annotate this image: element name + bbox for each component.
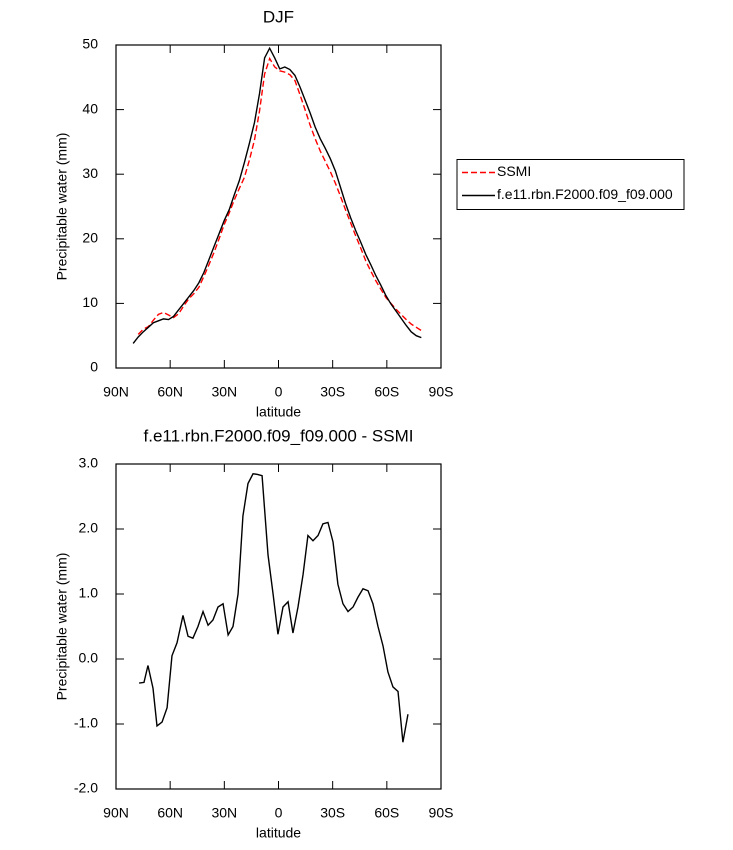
- legend-label: SSMI: [497, 163, 531, 179]
- y-tick-label: 20: [82, 230, 98, 246]
- chart-title: DJF: [263, 7, 294, 26]
- data-line: [132, 46, 422, 344]
- legend-box: [456, 159, 685, 210]
- y-tick-label: -1.0: [74, 715, 98, 731]
- x-tick-label: 90S: [429, 384, 454, 400]
- y-tick-label: 3.0: [79, 455, 99, 471]
- x-tick-label: 60S: [374, 384, 399, 400]
- legend-label: f.e11.rbn.F2000.f09_f09.000: [497, 186, 673, 202]
- y-tick-label: 0.0: [79, 650, 99, 666]
- y-tick-label: 2.0: [79, 520, 99, 536]
- y-axis-label: Precipitable water (mm): [54, 553, 70, 701]
- x-tick-label: 30S: [320, 384, 345, 400]
- x-axis-label: latitude: [256, 825, 301, 841]
- x-axis-label: latitude: [256, 404, 301, 420]
- x-tick-label: 30N: [211, 384, 237, 400]
- x-tick-label: 90S: [429, 805, 454, 821]
- x-tick-label: 30N: [211, 805, 237, 821]
- x-tick-label: 60S: [374, 805, 399, 821]
- y-tick-label: 30: [82, 165, 98, 181]
- x-tick-label: 0: [275, 805, 283, 821]
- x-tick-label: 30S: [320, 805, 345, 821]
- x-tick-label: 90N: [103, 805, 129, 821]
- y-tick-label: 50: [82, 36, 98, 52]
- x-tick-label: 90N: [103, 384, 129, 400]
- data-line: [139, 472, 409, 743]
- y-tick-label: 0: [90, 359, 98, 375]
- x-tick-label: 60N: [157, 384, 183, 400]
- data-line: [137, 56, 422, 335]
- y-tick-label: 1.0: [79, 585, 99, 601]
- x-tick-label: 60N: [157, 805, 183, 821]
- y-tick-label: 10: [82, 294, 98, 310]
- y-tick-label: 40: [82, 100, 98, 116]
- plot-frame: [115, 44, 442, 369]
- x-tick-label: 0: [275, 384, 283, 400]
- plot-frame: [115, 463, 442, 790]
- y-axis-label: Precipitable water (mm): [54, 133, 70, 281]
- y-tick-label: -2.0: [74, 780, 98, 796]
- chart-title: f.e11.rbn.F2000.f09_f09.000 - SSMI: [144, 426, 414, 445]
